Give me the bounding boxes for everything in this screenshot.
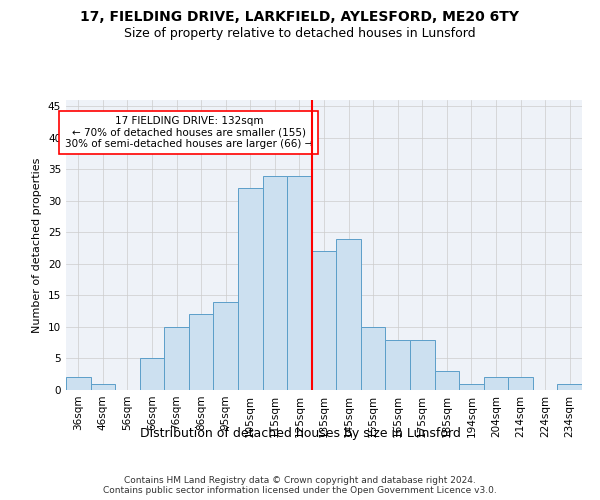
- Y-axis label: Number of detached properties: Number of detached properties: [32, 158, 43, 332]
- Bar: [238, 188, 263, 390]
- Bar: [66, 378, 91, 390]
- Bar: [214, 302, 238, 390]
- Bar: [434, 371, 459, 390]
- Text: Distribution of detached houses by size in Lunsford: Distribution of detached houses by size …: [140, 428, 460, 440]
- Bar: [287, 176, 312, 390]
- Text: 17, FIELDING DRIVE, LARKFIELD, AYLESFORD, ME20 6TY: 17, FIELDING DRIVE, LARKFIELD, AYLESFORD…: [80, 10, 520, 24]
- Text: Contains HM Land Registry data © Crown copyright and database right 2024.
Contai: Contains HM Land Registry data © Crown c…: [103, 476, 497, 495]
- Bar: [164, 327, 189, 390]
- Bar: [361, 327, 385, 390]
- Bar: [336, 238, 361, 390]
- Bar: [410, 340, 434, 390]
- Bar: [263, 176, 287, 390]
- Bar: [557, 384, 582, 390]
- Bar: [312, 252, 336, 390]
- Bar: [91, 384, 115, 390]
- Bar: [484, 378, 508, 390]
- Text: Size of property relative to detached houses in Lunsford: Size of property relative to detached ho…: [124, 28, 476, 40]
- Bar: [508, 378, 533, 390]
- Bar: [189, 314, 214, 390]
- Text: 17 FIELDING DRIVE: 132sqm
← 70% of detached houses are smaller (155)
30% of semi: 17 FIELDING DRIVE: 132sqm ← 70% of detac…: [65, 116, 313, 149]
- Bar: [459, 384, 484, 390]
- Bar: [140, 358, 164, 390]
- Bar: [385, 340, 410, 390]
